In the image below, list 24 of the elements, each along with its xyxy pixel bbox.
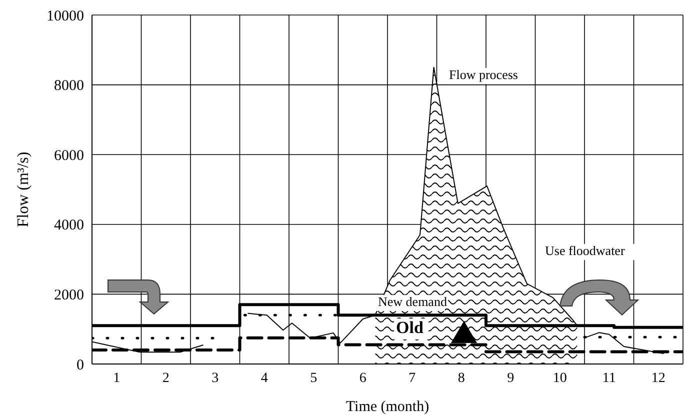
x-tick-label: 12: [651, 370, 666, 386]
x-tick-label: 3: [212, 370, 219, 386]
x-tick-label: 4: [260, 370, 268, 386]
annotation: Use floodwater: [545, 242, 626, 258]
y-tick-label: 0: [76, 357, 84, 374]
y-tick-label: 8000: [54, 78, 84, 94]
annotation: Flow process: [449, 66, 518, 82]
y-tick-label: 4000: [54, 218, 84, 234]
x-tick-label: 8: [458, 370, 465, 386]
x-tick-label: 7: [408, 370, 416, 386]
x-tick-label: 2: [162, 370, 170, 386]
annotation: New demand: [378, 294, 448, 309]
y-tick-label: 6000: [54, 148, 84, 164]
annotation: Old: [396, 318, 424, 337]
y-tick-label: 2000: [54, 288, 84, 304]
x-tick-label: 9: [507, 370, 514, 386]
x-tick-label: 5: [310, 370, 318, 386]
x-tick-label: 11: [602, 370, 616, 386]
x-tick-label: 6: [359, 370, 366, 386]
y-axis-title: Flow (m³/s): [14, 152, 32, 228]
x-tick-label: 10: [552, 370, 567, 386]
y-tick-label: 10000: [46, 8, 84, 24]
x-tick-label: 1: [113, 370, 120, 386]
x-axis-title: Time (month): [346, 399, 430, 415]
